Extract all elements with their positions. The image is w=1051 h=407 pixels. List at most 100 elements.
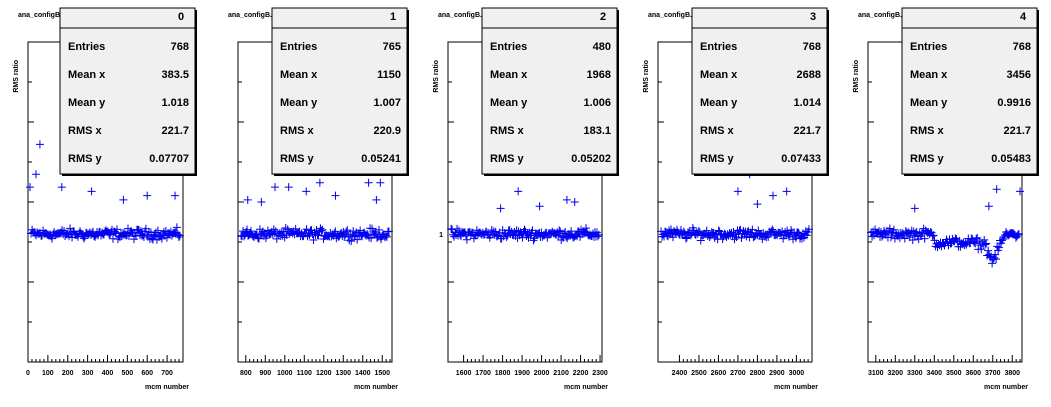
data-point: [25, 183, 34, 192]
stats-row-label: RMS x: [490, 125, 525, 137]
x-tick-label: 3000: [789, 370, 805, 377]
data-point: [151, 228, 160, 237]
data-point: [278, 231, 287, 240]
data-point: [780, 231, 789, 240]
stats-box-title: 3: [810, 11, 816, 23]
data-point: [143, 232, 152, 241]
data-point: [171, 191, 180, 200]
data-point: [917, 229, 926, 238]
data-point: [681, 234, 690, 243]
data-point: [302, 187, 311, 196]
stats-row-label: RMS y: [910, 153, 945, 165]
stats-box-frame: [481, 7, 618, 175]
data-point: [365, 233, 374, 242]
stats-row-label: Mean x: [68, 69, 106, 81]
data-point: [520, 225, 529, 234]
data-point: [594, 230, 603, 239]
data-point: [733, 187, 742, 196]
stats-box-title: 1: [390, 11, 396, 23]
data-point: [243, 225, 252, 234]
data-point: [80, 234, 89, 243]
data-point: [682, 233, 691, 242]
data-point: [35, 140, 44, 149]
stats-box-title: 0: [178, 11, 184, 23]
x-tick-label: 500: [122, 370, 134, 377]
data-point: [984, 202, 993, 211]
data-point: [686, 231, 695, 240]
data-point: [782, 187, 791, 196]
x-axis-label: mcm number: [774, 384, 818, 391]
x-tick-label: 1400: [355, 370, 371, 377]
y-axis-label: RMS ratio: [13, 60, 20, 93]
data-point: [496, 204, 505, 213]
data-point: [368, 224, 377, 233]
data-point: [732, 232, 741, 241]
data-point: [384, 227, 393, 236]
data-point: [258, 227, 267, 236]
x-tick-label: 300: [82, 370, 94, 377]
stats-row-value: 220.9: [373, 125, 401, 137]
stats-row-value: 221.7: [1003, 125, 1031, 137]
data-point: [266, 230, 275, 239]
data-point: [970, 238, 979, 247]
data-point: [679, 227, 688, 236]
stats-row-label: Entries: [490, 41, 527, 53]
stats-row-label: RMS x: [280, 125, 315, 137]
stats-row-value: 1.018: [161, 97, 189, 109]
stats-row-value: 0.9916: [997, 97, 1031, 109]
stats-box: 1 Entries 765 Mean x 1150 Mean y 1.007 RMS x 220…: [271, 7, 409, 176]
data-point: [953, 237, 962, 246]
data-point: [973, 233, 982, 242]
x-tick-label: 1800: [495, 370, 511, 377]
data-point: [90, 232, 99, 241]
stats-row-value: 2688: [797, 69, 821, 81]
data-point: [309, 235, 318, 244]
data-point: [302, 225, 311, 234]
data-point: [786, 230, 795, 239]
data-point: [104, 229, 113, 238]
data-point: [543, 233, 552, 242]
data-point: [331, 227, 340, 236]
data-point: [668, 233, 677, 242]
x-tick-label: 1000: [277, 370, 293, 377]
data-point: [910, 204, 919, 213]
data-point: [331, 191, 340, 200]
data-series: [237, 136, 393, 246]
data-point: [512, 226, 521, 235]
data-point: [511, 231, 520, 240]
stats-row-label: RMS y: [700, 153, 735, 165]
stats-row-label: Mean y: [68, 97, 106, 109]
x-tick-label: 3200: [888, 370, 904, 377]
x-tick-label: 2100: [553, 370, 569, 377]
stats-row-label: Mean y: [490, 97, 528, 109]
data-point: [754, 226, 763, 235]
data-point: [314, 231, 323, 240]
data-point: [315, 178, 324, 187]
data-point: [453, 224, 462, 233]
x-tick-label: 600: [141, 370, 153, 377]
stats-box: 0 Entries 768 Mean x 383.5 Mean y 1.018 RMS x 22…: [59, 7, 197, 176]
data-point: [240, 232, 249, 241]
data-point: [57, 183, 66, 192]
x-tick-label: 3700: [985, 370, 1001, 377]
x-tick-label: 2200: [573, 370, 589, 377]
stats-box-title: 4: [1020, 11, 1027, 23]
data-point: [900, 234, 909, 243]
stats-row-label: RMS y: [68, 153, 103, 165]
stats-row-label: Entries: [700, 41, 737, 53]
data-point: [769, 191, 778, 200]
x-tick-label: 3500: [946, 370, 962, 377]
stats-row-value: 0.05483: [991, 153, 1031, 165]
data-point: [134, 226, 143, 235]
stats-row-label: Mean y: [700, 97, 738, 109]
x-tick-label: 900: [259, 370, 271, 377]
stats-row-label: Mean x: [280, 69, 318, 81]
data-point: [556, 227, 565, 236]
data-point: [535, 202, 544, 211]
stats-box-frame: [901, 7, 1038, 175]
y-axis-label: RMS ratio: [643, 60, 650, 93]
x-tick-label: 3400: [926, 370, 942, 377]
stats-row-value: 768: [171, 41, 189, 53]
stats-row-value: 0.05241: [361, 153, 401, 165]
data-point: [87, 187, 96, 196]
